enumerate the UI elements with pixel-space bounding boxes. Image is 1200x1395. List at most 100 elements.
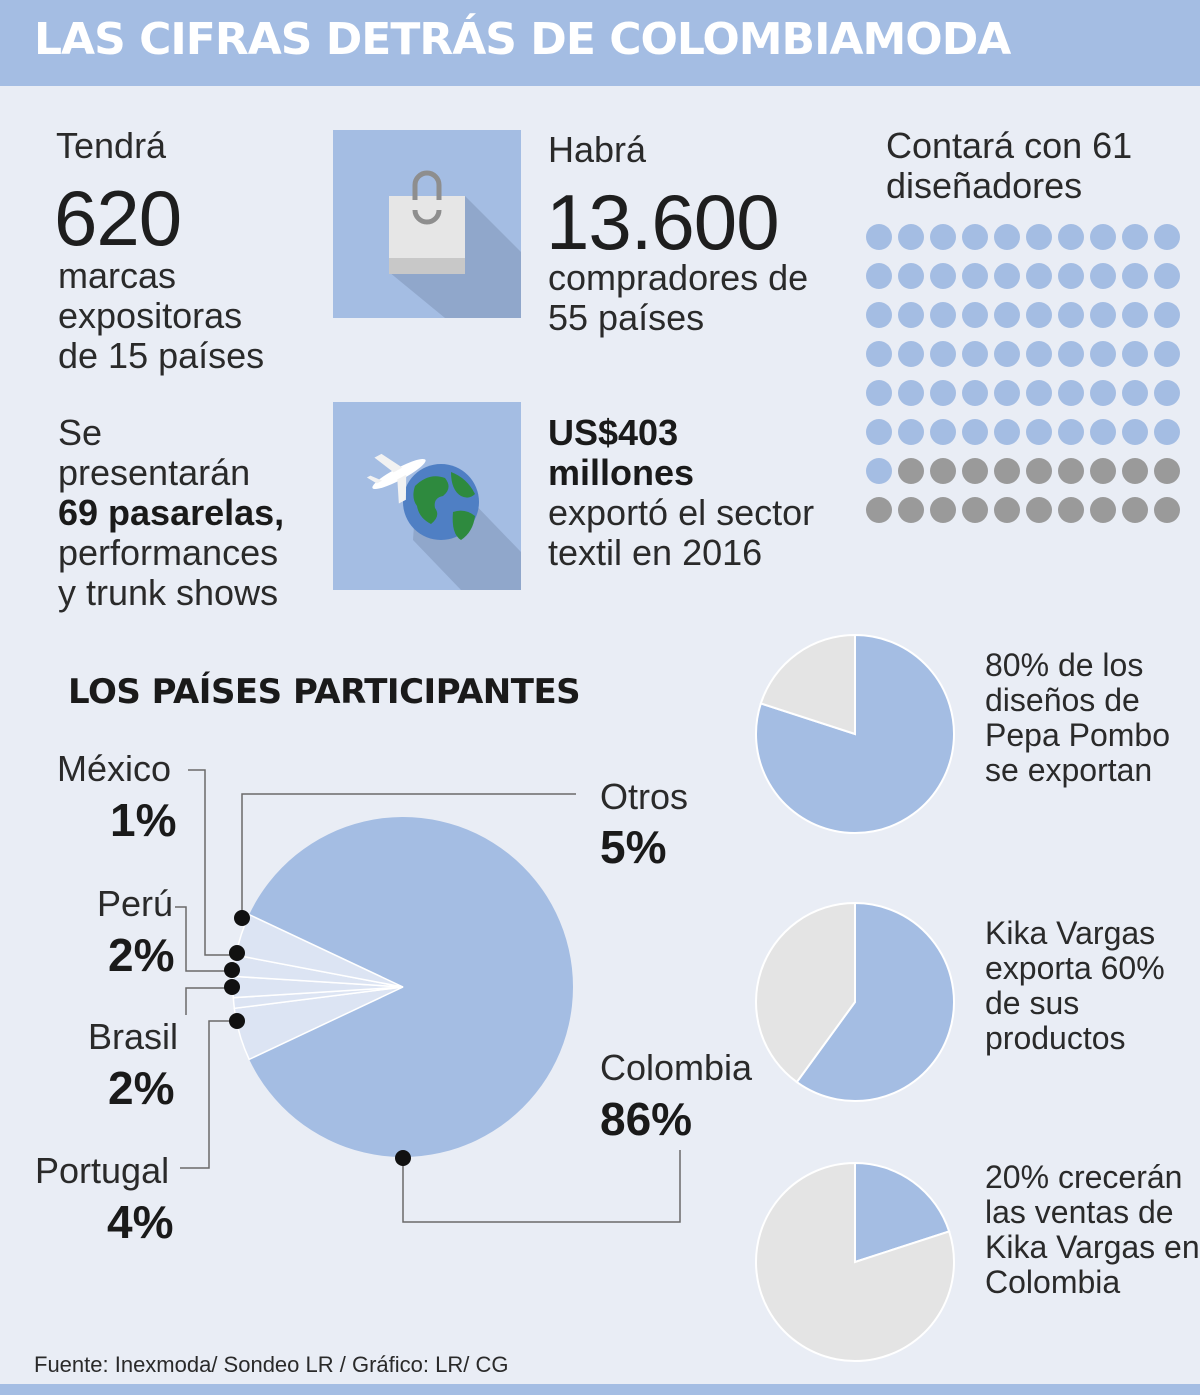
designer-dot bbox=[1058, 380, 1084, 406]
designer-dot bbox=[898, 380, 924, 406]
page-title: LAS CIFRAS DETRÁS DE COLOMBIAMODA bbox=[34, 14, 1011, 65]
note-line: Kika Vargas bbox=[985, 915, 1156, 951]
pie-slice-resto bbox=[759, 634, 856, 736]
globe-tile bbox=[333, 402, 521, 590]
runways-bold: 69 pasarelas, bbox=[58, 492, 285, 533]
designer-dot bbox=[1122, 419, 1148, 445]
designer-dot bbox=[994, 263, 1020, 289]
brands-line-1: marcas bbox=[58, 255, 177, 296]
designers-dot-grid bbox=[866, 224, 1180, 524]
shopping-bag-icon bbox=[389, 170, 521, 318]
designer-dot bbox=[898, 458, 924, 484]
source-text: Fuente: Inexmoda/ Sondeo LR / Gráfico: L… bbox=[34, 1352, 509, 1377]
pie-slice-colombia bbox=[249, 817, 574, 1157]
designer-dot bbox=[1122, 497, 1148, 523]
country-pct-portugal: 4% bbox=[107, 1196, 174, 1248]
designer-dot bbox=[962, 341, 988, 367]
country-pct-brasil: 2% bbox=[108, 1062, 175, 1114]
note-line: Pepa Pombo bbox=[985, 717, 1171, 753]
pie-kika-vargas-export bbox=[755, 902, 955, 1102]
country-pct-peru: 2% bbox=[108, 929, 175, 981]
pie-kika-vargas-sales bbox=[755, 1162, 955, 1362]
runways-line-2: presentarán bbox=[58, 452, 251, 493]
leader-dot-portugal bbox=[229, 1013, 245, 1029]
note-line: 80% de los bbox=[985, 647, 1144, 683]
designer-dot bbox=[866, 224, 892, 250]
note-line: Kika Vargas en bbox=[985, 1229, 1200, 1265]
designer-dot bbox=[1090, 224, 1116, 250]
designer-dot bbox=[1154, 224, 1180, 250]
designer-dot bbox=[962, 497, 988, 523]
buyers-line-2: 55 países bbox=[548, 297, 705, 338]
designer-dot bbox=[1154, 497, 1180, 523]
brands-prefix: Tendrá bbox=[56, 125, 167, 166]
leader-dot-otros bbox=[234, 910, 250, 926]
designer-dot bbox=[1058, 341, 1084, 367]
note-line: Colombia bbox=[985, 1264, 1121, 1300]
designer-dot bbox=[898, 302, 924, 328]
designer-dot bbox=[898, 497, 924, 523]
brands-value: 620 bbox=[54, 174, 182, 262]
designer-dot bbox=[930, 302, 956, 328]
designer-dot bbox=[1058, 263, 1084, 289]
designer-dot bbox=[1090, 263, 1116, 289]
leader-dot-colombia bbox=[395, 1150, 411, 1166]
designer-dot bbox=[1026, 263, 1052, 289]
countries-pie-chart bbox=[175, 769, 681, 1223]
designer-dot bbox=[1122, 302, 1148, 328]
designer-dot bbox=[930, 263, 956, 289]
country-name-brasil: Brasil bbox=[88, 1016, 179, 1057]
country-pct-mexico: 1% bbox=[110, 794, 177, 846]
designer-dot bbox=[1090, 341, 1116, 367]
country-name-mexico: México bbox=[57, 748, 172, 789]
leader-line-otros bbox=[241, 793, 576, 918]
leader-line-brasil bbox=[185, 987, 232, 1015]
leader-line-colombia bbox=[402, 1150, 681, 1223]
runways-line-1: Se bbox=[58, 412, 103, 453]
note-line: productos bbox=[985, 1020, 1126, 1056]
note-kika-vargas-export: Kika Vargas exporta 60% de sus productos bbox=[985, 916, 1165, 1056]
designer-dot bbox=[994, 497, 1020, 523]
leader-line-peru bbox=[175, 906, 232, 972]
designer-dot bbox=[1026, 341, 1052, 367]
designer-dot bbox=[962, 380, 988, 406]
designer-dot bbox=[898, 419, 924, 445]
designer-dot bbox=[994, 224, 1020, 250]
designer-dot bbox=[930, 458, 956, 484]
leader-dot-mexico bbox=[229, 945, 245, 961]
pie-slice-crecerán bbox=[854, 1162, 951, 1264]
designer-dot bbox=[962, 224, 988, 250]
note-kika-vargas-sales: 20% crecerán las ventas de Kika Vargas e… bbox=[985, 1160, 1200, 1300]
designer-dot bbox=[930, 497, 956, 523]
note-line: 20% crecerán bbox=[985, 1159, 1183, 1195]
country-name-otros: Otros bbox=[600, 776, 689, 817]
designer-dot bbox=[866, 458, 892, 484]
country-name-peru: Perú bbox=[97, 883, 174, 924]
designer-dot bbox=[994, 458, 1020, 484]
designer-dot bbox=[1026, 302, 1052, 328]
header-banner: LAS CIFRAS DETRÁS DE COLOMBIAMODA bbox=[0, 0, 1200, 86]
designer-dot bbox=[1154, 263, 1180, 289]
designer-dot bbox=[1058, 458, 1084, 484]
designer-dot bbox=[1154, 302, 1180, 328]
designer-dot bbox=[1090, 419, 1116, 445]
globe-plane-icon bbox=[366, 453, 521, 590]
designer-dot bbox=[962, 419, 988, 445]
brands-line-2: expositoras bbox=[58, 295, 243, 336]
exports-line-2: textil en 2016 bbox=[548, 532, 763, 573]
designer-dot bbox=[1122, 458, 1148, 484]
designer-dot bbox=[994, 341, 1020, 367]
pie-slice-resto bbox=[755, 902, 856, 1084]
leader-dot-peru bbox=[224, 962, 240, 978]
note-pepa-pombo: 80% de los diseños de Pepa Pombo se expo… bbox=[985, 648, 1170, 788]
designer-dot bbox=[930, 419, 956, 445]
country-name-portugal: Portugal bbox=[35, 1150, 170, 1191]
buyers-prefix: Habrá bbox=[548, 129, 647, 170]
designer-dot bbox=[1122, 263, 1148, 289]
brands-line-3: de 15 países bbox=[58, 335, 265, 376]
note-line: exporta 60% bbox=[985, 950, 1165, 986]
designer-dot bbox=[898, 224, 924, 250]
designer-dot bbox=[1058, 497, 1084, 523]
designer-dot bbox=[1026, 458, 1052, 484]
countries-pie-slices bbox=[232, 817, 574, 1157]
